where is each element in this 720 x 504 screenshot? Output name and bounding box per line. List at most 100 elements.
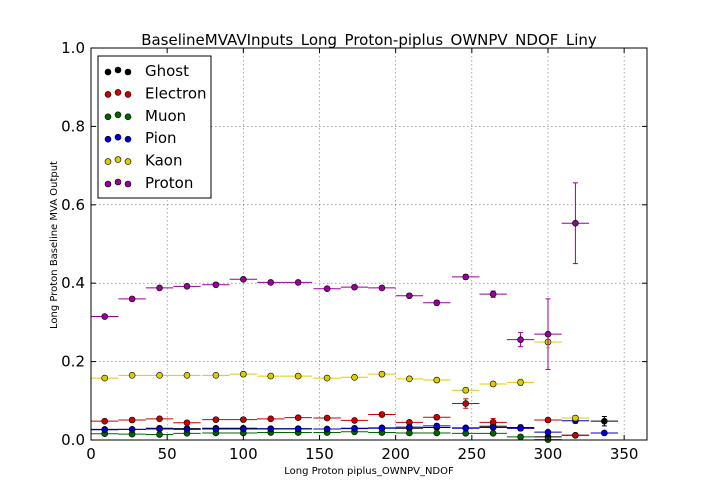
data-point [517,336,524,343]
data-point [489,430,497,437]
legend-item-muon: Muon [104,107,186,125]
series-layer [91,182,619,443]
data-point [156,415,163,423]
x-tick-label: 300 [534,445,563,463]
legend-marker [104,135,112,143]
data-point [240,416,247,423]
legend-marker [104,158,112,165]
x-tick-label: 150 [305,445,334,463]
data-point [101,417,109,425]
legend-marker [124,91,132,98]
legend-label: Electron [145,84,207,102]
data-point [323,425,331,433]
legend-label: Kaon [145,152,182,170]
data-point [240,275,247,283]
legend-marker [124,113,132,121]
y-tick-label: 1.0 [61,39,85,57]
y-tick-label: 0.4 [61,274,85,292]
data-point [294,414,302,421]
series-pion [91,417,619,437]
data-point [351,283,358,291]
data-point [156,425,163,433]
data-point [101,426,109,434]
legend-marker [104,113,112,121]
legend-marker [124,135,132,143]
data-point [517,433,524,441]
data-point [489,424,497,431]
legend-label: Muon [145,107,186,125]
legend-marker [114,66,122,74]
data-point [544,416,552,424]
data-point [294,425,302,433]
y-tick-label: 0.2 [61,353,85,371]
data-point [156,431,163,438]
data-point [212,425,220,433]
data-point [323,414,331,422]
x-tick-label: 50 [158,445,177,463]
x-tick-label: 100 [229,445,258,463]
legend-item-ghost: Ghost [104,62,189,80]
data-point [572,414,579,422]
data-point [489,290,497,298]
x-tick-label: 350 [610,445,639,463]
data-point [240,425,247,433]
data-point [212,281,220,289]
legend-marker [104,91,112,98]
data-point [517,379,524,386]
legend-marker [104,180,112,188]
data-point [212,372,220,379]
data-point [544,428,552,436]
legend-marker [114,133,122,141]
data-point [128,295,136,303]
data-point [406,292,413,300]
data-point [433,376,441,384]
data-point [267,415,275,423]
legend-marker [114,156,122,163]
data-point [406,429,413,437]
ticks: 0 50 100 150 200 250 300 350 0.0 0.2 0.4 0.6 0.8 1.0 [61,39,647,463]
legend-marker [114,111,122,119]
chart-title: BaselineMVAVInputs_Long_Proton-piplus_OW… [141,31,597,50]
y-axis-label: Long Proton Baseline MVA Output [49,161,60,329]
data-point [183,426,191,433]
data-point [183,419,191,427]
data-point [351,373,358,381]
legend-marker [114,178,122,186]
data-point [183,283,191,290]
legend-box [97,55,212,199]
data-point [267,372,275,380]
y-tick-label: 0.6 [61,196,85,214]
data-point [294,279,302,286]
data-point [378,370,386,378]
y-tick-label: 0.8 [61,117,85,135]
data-point [433,429,441,437]
y-tick-label: 0.0 [61,431,85,449]
data-point [294,372,302,380]
data-point [406,375,413,383]
legend-marker [124,158,132,165]
data-point [462,386,470,394]
data-point [462,273,470,281]
legend-item-kaon: Kaon [104,152,182,170]
data-point [462,424,470,432]
data-point [433,413,441,421]
series-proton [91,182,590,370]
data-point [267,279,275,286]
series-muon [91,428,562,443]
data-point [406,423,413,431]
data-point [351,417,358,424]
data-point [323,285,331,292]
data-point [572,431,579,439]
x-tick-label: 0 [86,445,96,463]
data-point [462,400,470,407]
data-point [601,417,608,425]
data-point [351,425,358,432]
data-point [128,372,136,379]
data-point [183,372,191,379]
legend-label: Proton [145,174,193,192]
legend: Ghost Electron Muon Pion Kaon Proton [97,55,212,199]
plot-frame [90,47,648,441]
data-point [517,424,524,432]
data-point [489,380,497,388]
